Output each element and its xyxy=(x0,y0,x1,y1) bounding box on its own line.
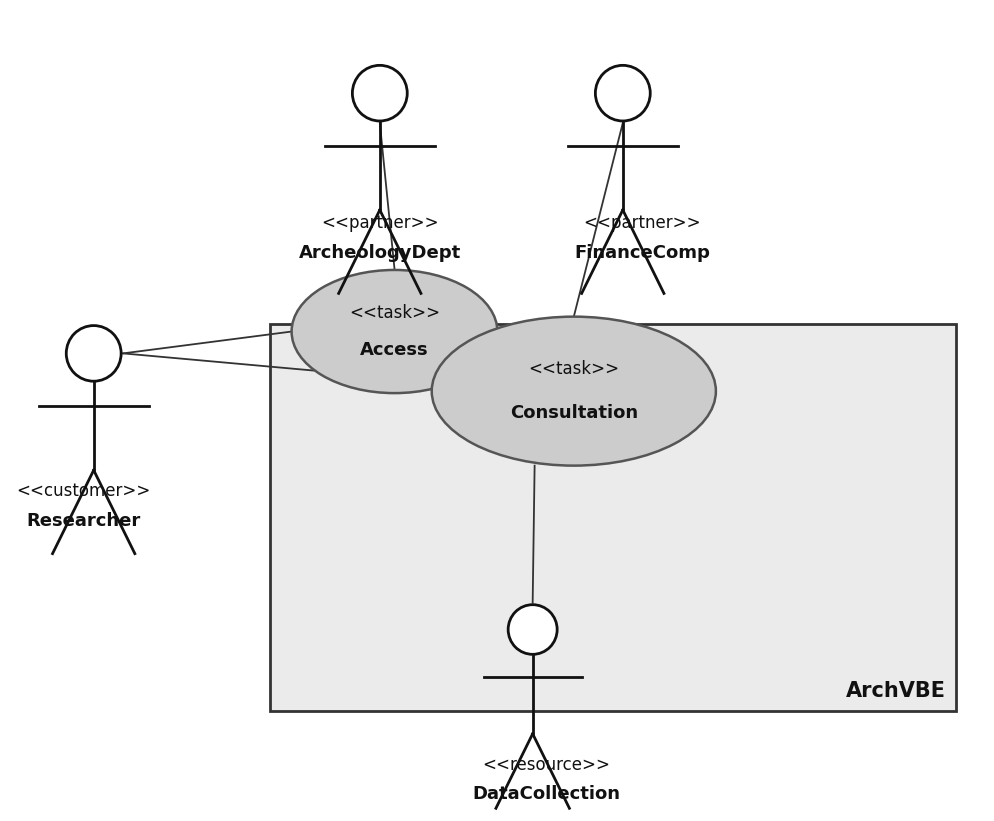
Text: DataCollection: DataCollection xyxy=(472,786,620,803)
Text: Researcher: Researcher xyxy=(27,512,141,530)
Text: <<partner>>: <<partner>> xyxy=(321,214,438,232)
Text: <<resource>>: <<resource>> xyxy=(482,755,610,773)
Ellipse shape xyxy=(431,317,716,466)
Ellipse shape xyxy=(291,270,497,393)
Circle shape xyxy=(67,326,121,381)
Text: FinanceComp: FinanceComp xyxy=(575,244,711,262)
Text: <<task>>: <<task>> xyxy=(349,304,440,322)
Text: ArcheologyDept: ArcheologyDept xyxy=(298,244,461,262)
Bar xyxy=(270,323,956,711)
Text: <<task>>: <<task>> xyxy=(528,360,619,378)
Text: Access: Access xyxy=(360,341,428,359)
Text: ArchVBE: ArchVBE xyxy=(846,681,946,701)
Circle shape xyxy=(352,66,408,121)
Text: Consultation: Consultation xyxy=(510,405,638,423)
Text: <<customer>>: <<customer>> xyxy=(17,483,151,500)
Text: <<partner>>: <<partner>> xyxy=(583,214,701,232)
Circle shape xyxy=(595,66,650,121)
Circle shape xyxy=(508,605,558,654)
